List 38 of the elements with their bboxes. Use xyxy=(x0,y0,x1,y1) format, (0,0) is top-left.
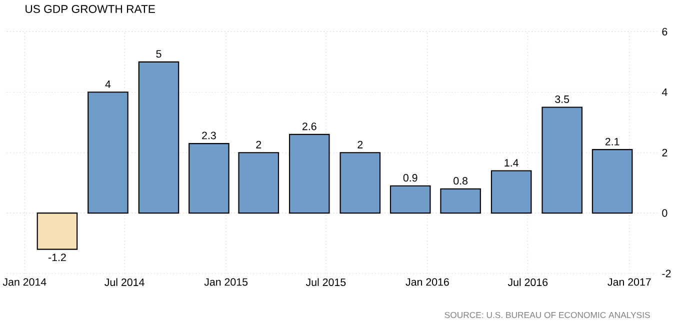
y-tick-label: 2 xyxy=(662,148,668,156)
x-tick-label: Jan 2015 xyxy=(204,278,248,286)
bar xyxy=(340,152,381,214)
x-tick-label: Jan 2016 xyxy=(406,278,449,286)
data-label: 3.5 xyxy=(555,95,570,103)
data-label: 2.3 xyxy=(202,132,216,140)
x-tick-label: Jan 2017 xyxy=(608,278,651,286)
data-label: 4 xyxy=(105,80,111,88)
bar xyxy=(490,170,532,214)
data-label: 0.8 xyxy=(454,177,468,185)
x-tick-label: Jan 2014 xyxy=(2,278,46,286)
source-note: SOURCE: U.S. BUREAU OF ECONOMIC ANALYSIS xyxy=(444,312,650,318)
data-label: 0.9 xyxy=(403,174,418,182)
y-tick-label: -2 xyxy=(662,270,671,278)
data-label: 2.1 xyxy=(605,138,620,146)
y-tick-label: 0 xyxy=(662,209,668,217)
bar xyxy=(36,212,78,250)
y-tick-label: 6 xyxy=(662,28,668,36)
bar xyxy=(390,185,431,214)
data-label: 5 xyxy=(156,50,162,58)
x-tick-label: Jul 2014 xyxy=(104,278,144,286)
bar xyxy=(88,92,128,214)
chart-title: US GDP GROWTH RATE xyxy=(26,4,155,14)
bar xyxy=(542,106,582,214)
data-label: -1.2 xyxy=(48,254,66,262)
bar xyxy=(440,188,481,214)
data-label: 1.4 xyxy=(504,159,518,166)
bar xyxy=(288,134,330,214)
x-tick-label: Jul 2015 xyxy=(306,278,346,286)
bar xyxy=(138,61,180,214)
bar xyxy=(188,143,230,214)
data-label: 2 xyxy=(358,140,363,148)
y-tick-label: 4 xyxy=(662,88,668,96)
data-label: 2 xyxy=(256,140,262,148)
x-tick-label: Jul 2016 xyxy=(508,278,548,286)
bar xyxy=(592,149,633,214)
bar xyxy=(238,152,280,214)
data-label: 2.6 xyxy=(302,122,316,130)
